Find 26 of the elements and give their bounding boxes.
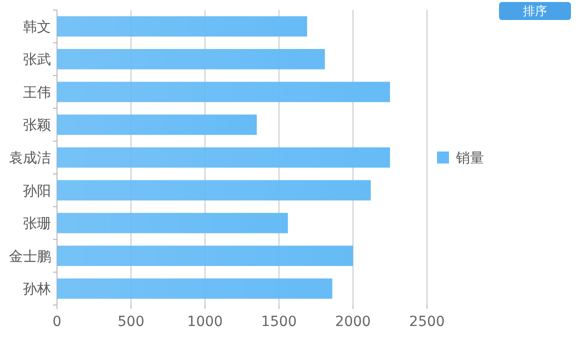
x-tick-label: 2000 (335, 314, 371, 330)
bar (57, 16, 308, 37)
y-tick-label: 金士鹏 (9, 248, 51, 265)
bar (57, 114, 257, 135)
legend-label: 销量 (455, 150, 484, 166)
y-tick-label: 张珊 (23, 216, 51, 232)
bar (57, 212, 288, 234)
x-tick-label: 2500 (409, 314, 445, 330)
bar (57, 82, 390, 102)
y-tick-label: 王伟 (23, 84, 51, 101)
x-tick-label: 1000 (187, 314, 223, 330)
text: 排序 (523, 4, 547, 18)
bar (57, 49, 325, 70)
x-tick-label: 1500 (261, 314, 297, 330)
bar (57, 147, 390, 168)
y-tick-label: 韩文 (23, 19, 51, 36)
y-tick-label: 袁成洁 (9, 150, 51, 166)
x-tick-label: 0 (52, 314, 62, 330)
y-tick-label: 孙林 (23, 282, 51, 298)
y-tick-label: 孙阳 (23, 183, 51, 200)
bar (57, 278, 332, 299)
bar (57, 246, 353, 266)
y-tick-label: 张武 (23, 52, 51, 68)
y-tick-label: 张颖 (23, 118, 51, 134)
bar (57, 180, 371, 200)
x-tick-label: 500 (118, 314, 144, 330)
